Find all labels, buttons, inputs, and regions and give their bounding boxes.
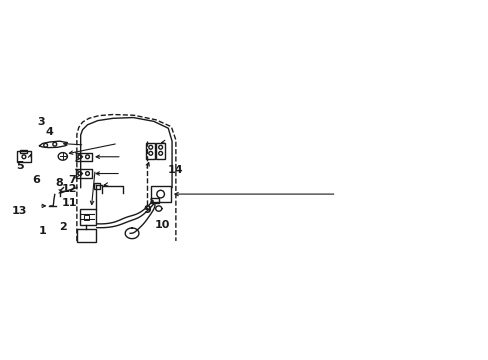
Bar — [83, 215, 89, 220]
Text: 7: 7 — [68, 175, 76, 185]
Bar — [77, 229, 96, 242]
Text: 8: 8 — [55, 179, 62, 188]
Text: 11: 11 — [62, 198, 78, 208]
Bar — [93, 183, 100, 189]
Bar — [151, 186, 171, 202]
Text: 4: 4 — [45, 127, 53, 137]
Text: 14: 14 — [167, 165, 183, 175]
Bar — [151, 198, 159, 203]
Text: 1: 1 — [39, 226, 46, 236]
Text: 6: 6 — [32, 175, 40, 185]
Bar — [146, 143, 155, 159]
Bar — [17, 151, 31, 162]
Text: 9: 9 — [143, 205, 151, 215]
Text: 10: 10 — [155, 220, 170, 230]
Bar — [156, 143, 165, 159]
Text: 5: 5 — [16, 161, 23, 171]
Text: 2: 2 — [59, 222, 67, 232]
Bar — [20, 149, 27, 153]
Text: 3: 3 — [38, 117, 45, 127]
Bar — [80, 208, 96, 225]
Text: 12: 12 — [61, 184, 77, 194]
Text: 13: 13 — [12, 206, 27, 216]
